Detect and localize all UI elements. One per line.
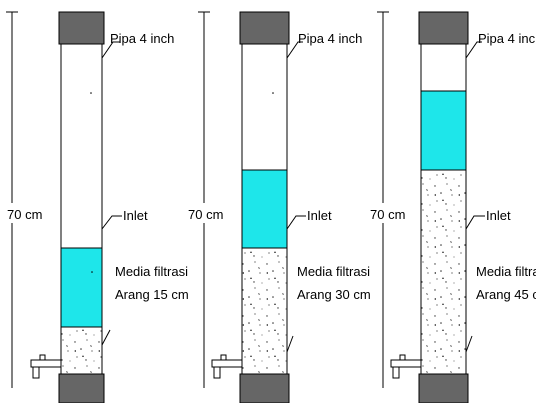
faucet-icon <box>30 354 62 379</box>
pipe-leader <box>101 41 120 59</box>
pipe-mark <box>272 92 274 94</box>
height-label: 70 cm <box>7 207 42 222</box>
media-label-line1: Media filtrasi <box>115 264 188 279</box>
dimension-label-bg <box>368 203 404 223</box>
panel-2: 70 cm Pipa 4 inch Inlet Media filtrasi A… <box>186 11 371 403</box>
pipe-mark <box>90 92 92 94</box>
dimension-label-bg <box>5 203 41 223</box>
pipe-label: Pipa 4 inch <box>298 31 362 46</box>
pipe-label: Pipa 4 inch <box>110 31 174 46</box>
media-leader <box>101 329 111 346</box>
charcoal-media <box>60 326 103 375</box>
bottom-cap <box>58 373 105 403</box>
media-leader <box>465 335 473 353</box>
water-column <box>241 169 288 249</box>
media-label-line2: Arang 30 cm <box>297 287 371 302</box>
height-label: 70 cm <box>370 207 405 222</box>
water-column <box>60 247 103 328</box>
media-leader <box>286 335 294 353</box>
panel-1: 70 cm Pipa 4 inch Inlet Media filtrasi A… <box>5 11 189 403</box>
media-label-line1: Media filtrasi <box>297 264 370 279</box>
media-label-line2: Arang 45 cm <box>476 287 536 302</box>
pipe-leader <box>465 41 482 59</box>
height-label: 70 cm <box>188 207 223 222</box>
inlet-label: Inlet <box>307 208 332 223</box>
water-column <box>420 90 467 171</box>
dimension-label-bg <box>186 203 222 223</box>
inlet-leader <box>465 215 485 230</box>
inlet-label: Inlet <box>123 208 148 223</box>
faucet-icon <box>390 354 422 379</box>
pipe-label: Pipa 4 inch <box>478 31 536 46</box>
bottom-cap <box>239 373 290 403</box>
inlet-label: Inlet <box>486 208 511 223</box>
media-label-line2: Arang 15 cm <box>115 287 189 302</box>
top-cap <box>418 11 469 45</box>
inlet-leader <box>286 215 306 230</box>
pipe-leader <box>286 41 303 59</box>
faucet-icon <box>211 354 243 379</box>
charcoal-media <box>420 169 467 375</box>
inlet-leader <box>101 215 122 230</box>
top-cap <box>58 11 105 45</box>
charcoal-media <box>241 247 288 375</box>
pipe-mark <box>91 271 93 273</box>
bottom-cap <box>418 373 469 403</box>
top-cap <box>239 11 290 45</box>
panel-3: 70 cm Pipa 4 inch Inlet Media filtrasi A… <box>368 11 536 403</box>
media-label-line1: Media filtrasi <box>476 264 536 279</box>
